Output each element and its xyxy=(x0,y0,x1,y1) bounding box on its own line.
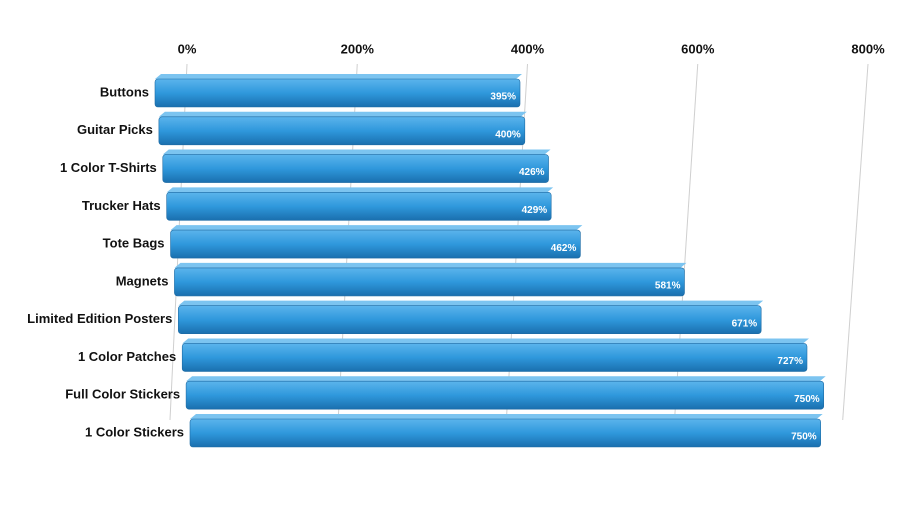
bar xyxy=(166,192,552,221)
x-tick-label: 400% xyxy=(511,41,545,56)
bar-top-face xyxy=(182,338,809,344)
bar-group: 462% xyxy=(170,225,583,259)
bar xyxy=(181,343,808,372)
bar-group: 429% xyxy=(166,187,554,221)
bar-top-face xyxy=(174,262,687,268)
category-label: 1 Color Patches xyxy=(78,349,176,364)
bar-top-face xyxy=(170,225,583,231)
bar-top-face xyxy=(190,414,823,419)
value-label: 426% xyxy=(519,167,545,178)
category-label: Full Color Stickers xyxy=(65,387,180,402)
category-label: Buttons xyxy=(100,84,149,99)
category-label: Magnets xyxy=(116,273,169,288)
value-label: 581% xyxy=(655,281,681,292)
value-label: 429% xyxy=(522,205,548,216)
bar xyxy=(178,305,762,334)
bar xyxy=(185,380,825,410)
bar-top-face xyxy=(178,300,764,306)
category-label: 1 Color Stickers xyxy=(85,424,184,439)
bar-group: 750% xyxy=(185,376,826,410)
category-label: 1 Color T-Shirts xyxy=(60,160,157,175)
value-label: 395% xyxy=(490,92,516,103)
bar-group: 426% xyxy=(162,149,551,183)
x-tick-label: 200% xyxy=(341,41,375,56)
bar-group: 750% xyxy=(189,414,823,448)
x-tick-label: 600% xyxy=(681,41,715,56)
category-label: Tote Bags xyxy=(103,236,165,251)
bar-group: 581% xyxy=(174,262,687,297)
bar-group: 400% xyxy=(158,111,527,146)
bar xyxy=(154,78,521,108)
bar-group: 727% xyxy=(181,338,809,372)
bar xyxy=(170,229,581,259)
value-label: 400% xyxy=(495,129,521,140)
value-label: 671% xyxy=(732,318,758,329)
bar xyxy=(189,418,821,448)
bar-top-face xyxy=(166,187,554,193)
bar-top-face xyxy=(162,149,551,155)
bar xyxy=(162,154,549,183)
category-label: Trucker Hats xyxy=(82,198,161,213)
x-tick-label: 800% xyxy=(851,41,885,56)
bar-top-face xyxy=(155,74,522,79)
bar-top-face xyxy=(186,376,826,382)
grid-line xyxy=(842,63,869,421)
value-label: 750% xyxy=(794,394,820,405)
bar-top-face xyxy=(158,111,527,117)
category-label: Limited Edition Posters xyxy=(27,311,172,326)
bar-group: 395% xyxy=(154,74,522,108)
x-tick-label: 0% xyxy=(178,41,197,56)
value-label: 462% xyxy=(551,243,577,254)
bar-group: 671% xyxy=(178,300,764,334)
bar xyxy=(158,116,526,146)
value-label: 727% xyxy=(777,356,803,367)
category-label: Guitar Picks xyxy=(77,122,153,137)
bars: 395% 400% 426% 429% 462% 581% 671% 727% 750% 750% xyxy=(154,74,826,448)
bar xyxy=(174,267,685,297)
value-label: 750% xyxy=(791,432,817,443)
